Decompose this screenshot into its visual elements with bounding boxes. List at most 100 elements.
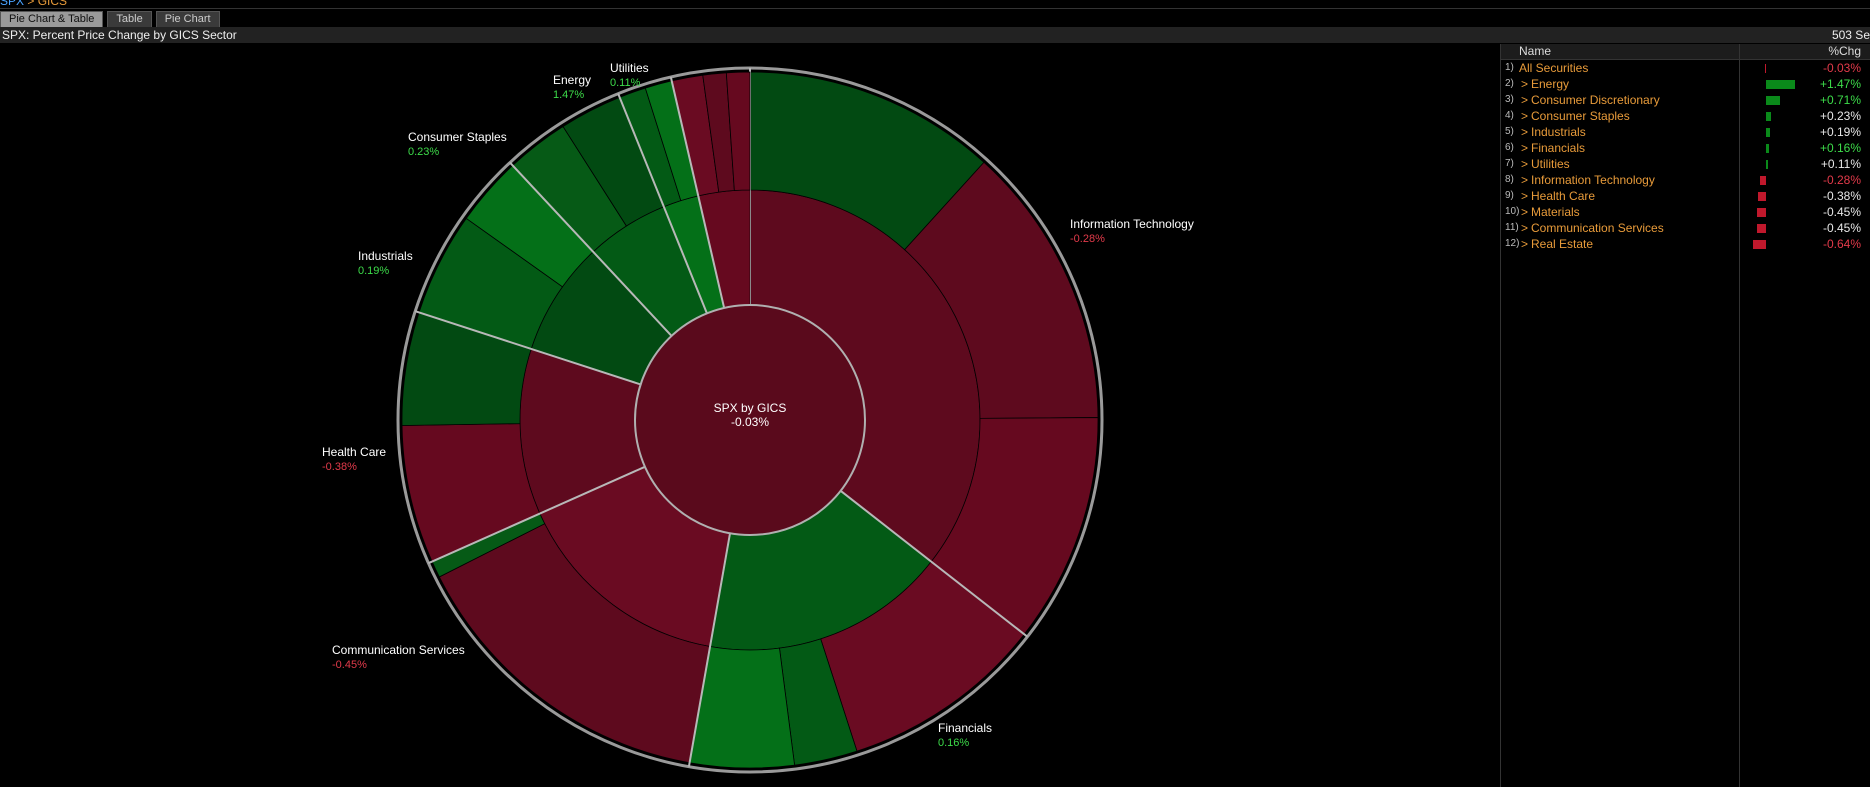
row-name[interactable]: Industrials (1531, 125, 1586, 139)
sector-value-label: 0.23% (408, 146, 439, 158)
row-name[interactable]: Communication Services (1531, 221, 1664, 235)
page-title: SPX: Percent Price Change by GICS Sector (2, 28, 237, 42)
top-divider (0, 8, 1870, 9)
expand-chevron-icon[interactable]: > (1521, 109, 1529, 123)
table-row[interactable]: 3) > Consumer Discretionary +0.71% (1501, 92, 1870, 108)
table-row[interactable]: 9) > Health Care -0.38% (1501, 188, 1870, 204)
row-number: 2) (1505, 78, 1514, 89)
row-change-value: +0.11% (1820, 157, 1861, 171)
expand-chevron-icon[interactable]: > (1521, 125, 1529, 139)
sector-value-label: -0.45% (332, 659, 367, 671)
change-bar (1757, 224, 1766, 233)
change-bar (1765, 64, 1766, 73)
sector-divider (509, 161, 673, 337)
breadcrumb-separator: > (24, 0, 38, 8)
row-change-value: -0.45% (1822, 205, 1861, 219)
sector-value-label: 1.47% (553, 89, 584, 101)
sector-label: Industrials (358, 249, 413, 263)
view-tabs: Pie Chart & Table Table Pie Chart (0, 11, 220, 27)
sector-label: Health Care (322, 445, 386, 459)
row-name[interactable]: Real Estate (1531, 237, 1594, 251)
row-name[interactable]: Financials (1531, 141, 1586, 155)
tab-pie-chart[interactable]: Pie Chart (155, 11, 220, 27)
table-header-bg (1501, 44, 1870, 60)
row-number: 8) (1505, 174, 1514, 185)
center-disc[interactable] (634, 304, 866, 536)
row-name[interactable]: Energy (1531, 77, 1570, 91)
expand-chevron-icon[interactable]: > (1521, 237, 1529, 251)
row-change-value: +0.16% (1819, 141, 1861, 155)
row-number: 9) (1505, 190, 1514, 201)
sector-label: Financials (938, 721, 992, 735)
industry-slice[interactable] (725, 71, 751, 191)
row-change-value: -0.28% (1822, 173, 1861, 187)
tab-table[interactable]: Table (107, 11, 152, 27)
row-number: 6) (1505, 142, 1514, 153)
row-change-value: -0.64% (1822, 237, 1861, 251)
row-name[interactable]: All Securities (1519, 61, 1589, 75)
row-name[interactable]: Utilities (1531, 157, 1570, 171)
row-number: 12) (1505, 238, 1520, 249)
change-bar (1757, 208, 1766, 217)
row-number: 5) (1505, 126, 1514, 137)
row-number: 7) (1505, 158, 1514, 169)
change-bar (1766, 144, 1770, 153)
row-change-value: +0.19% (1819, 125, 1861, 139)
breadcrumb-root[interactable]: SPX (0, 0, 25, 8)
row-number: 10) (1505, 206, 1520, 217)
table-row[interactable]: 7) > Utilities +0.11% (1501, 156, 1870, 172)
table-row[interactable]: 4) > Consumer Staples +0.23% (1501, 108, 1870, 124)
row-name[interactable]: Materials (1531, 205, 1580, 219)
table-row[interactable]: 10) > Materials -0.45% (1501, 204, 1870, 220)
row-number: 11) (1505, 222, 1519, 233)
expand-chevron-icon[interactable]: > (1521, 173, 1529, 187)
change-bar (1766, 160, 1769, 169)
row-number: 3) (1505, 94, 1514, 105)
sector-label: Energy (553, 73, 591, 87)
expand-chevron-icon[interactable]: > (1521, 221, 1529, 235)
sector-divider (414, 310, 641, 386)
table-row[interactable]: 8) > Information Technology -0.28% (1501, 172, 1870, 188)
row-name[interactable]: Consumer Discretionary (1531, 93, 1660, 107)
row-name[interactable]: Health Care (1531, 189, 1596, 203)
expand-chevron-icon[interactable]: > (1521, 189, 1529, 203)
table-row[interactable]: 1) All Securities -0.03% (1501, 60, 1870, 76)
change-bar (1753, 240, 1766, 249)
row-change-value: -0.03% (1822, 61, 1861, 75)
security-count: 503 Se (1831, 28, 1870, 42)
expand-chevron-icon[interactable]: > (1521, 93, 1529, 107)
row-change-value: +1.47% (1819, 77, 1861, 91)
breadcrumb-current[interactable]: GICS (37, 0, 68, 8)
sector-divider (840, 490, 1028, 638)
sector-table: Name %Chg 1) All Securities -0.03% 2) > Energ… (1500, 44, 1870, 787)
sector-value-label: -0.38% (322, 461, 357, 473)
table-row[interactable]: 5) > Industrials +0.19% (1501, 124, 1870, 140)
center-value: -0.03% (731, 415, 769, 429)
row-change-value: +0.71% (1819, 93, 1861, 107)
sector-divider (428, 465, 646, 565)
breadcrumb[interactable]: SPX > GICS (0, 0, 68, 8)
table-row[interactable]: 12) > Real Estate -0.64% (1501, 236, 1870, 252)
expand-chevron-icon[interactable]: > (1521, 157, 1529, 171)
sector-value-label: 0.11% (610, 77, 641, 89)
sector-divider (669, 76, 726, 309)
expand-chevron-icon[interactable]: > (1521, 141, 1529, 155)
row-name[interactable]: Consumer Staples (1531, 109, 1630, 123)
sector-value-label: 0.16% (938, 737, 969, 749)
table-row[interactable]: 2) > Energy +1.47% (1501, 76, 1870, 92)
expand-chevron-icon[interactable]: > (1521, 205, 1529, 219)
sector-divider (687, 533, 732, 767)
expand-chevron-icon[interactable]: > (1521, 77, 1529, 91)
col-header-name[interactable]: Name (1519, 44, 1552, 58)
sector-divider (617, 93, 708, 314)
sector-label: Utilities (610, 61, 649, 75)
center-label: SPX by GICS (714, 401, 787, 415)
table-row[interactable]: 6) > Financials +0.16% (1501, 140, 1870, 156)
sector-sunburst-chart[interactable]: Information Technology -0.28% Financials 0.… (0, 44, 1490, 787)
sector-label: Communication Services (332, 643, 465, 657)
col-header-chg[interactable]: %Chg (1828, 44, 1861, 58)
table-row[interactable]: 11) > Communication Services -0.45% (1501, 220, 1870, 236)
tab-pie-chart-table[interactable]: Pie Chart & Table (0, 11, 104, 27)
row-name[interactable]: Information Technology (1531, 173, 1655, 187)
row-number: 4) (1505, 110, 1514, 121)
